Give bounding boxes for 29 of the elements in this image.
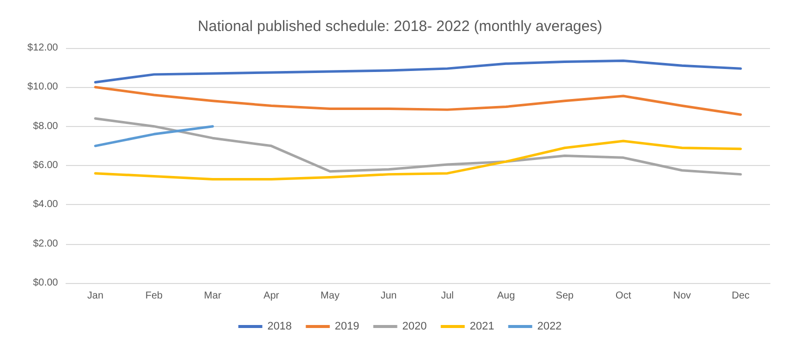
x-tick-label: May xyxy=(320,290,340,302)
legend-label: 2018 xyxy=(267,320,292,332)
y-tick-label: $4.00 xyxy=(32,199,58,210)
legend-label: 2019 xyxy=(334,320,360,332)
y-tick-label: $12.00 xyxy=(27,42,58,54)
y-tick-label: $8.00 xyxy=(32,120,58,132)
legend-label: 2022 xyxy=(537,320,562,332)
x-tick-label: Aug xyxy=(497,290,515,302)
x-tick-label: Apr xyxy=(264,290,280,302)
x-tick-label: Dec xyxy=(732,290,750,302)
x-tick-label: Oct xyxy=(616,290,632,302)
chart-title: National published schedule: 2018- 2022 (monthly averages) xyxy=(198,18,602,35)
y-tick-label: $0.00 xyxy=(32,278,58,288)
legend-label: 2021 xyxy=(470,320,494,332)
x-tick-label: Feb xyxy=(145,290,164,302)
x-tick-label: Mar xyxy=(204,290,222,302)
x-tick-label: Sep xyxy=(556,290,574,302)
y-tick-label: $10.00 xyxy=(27,82,58,93)
x-tick-label: Jan xyxy=(87,290,104,302)
y-tick-label: $2.00 xyxy=(32,238,58,250)
line-series xyxy=(94,117,742,176)
legend-label: 2020 xyxy=(402,320,427,332)
line-series xyxy=(94,59,742,84)
line-series xyxy=(94,86,742,116)
x-tick-label: Jul xyxy=(440,290,454,302)
y-tick-label: $6.00 xyxy=(32,160,58,171)
x-tick-label: Jun xyxy=(380,290,397,302)
line-series xyxy=(94,140,742,180)
x-tick-label: Nov xyxy=(673,290,691,302)
